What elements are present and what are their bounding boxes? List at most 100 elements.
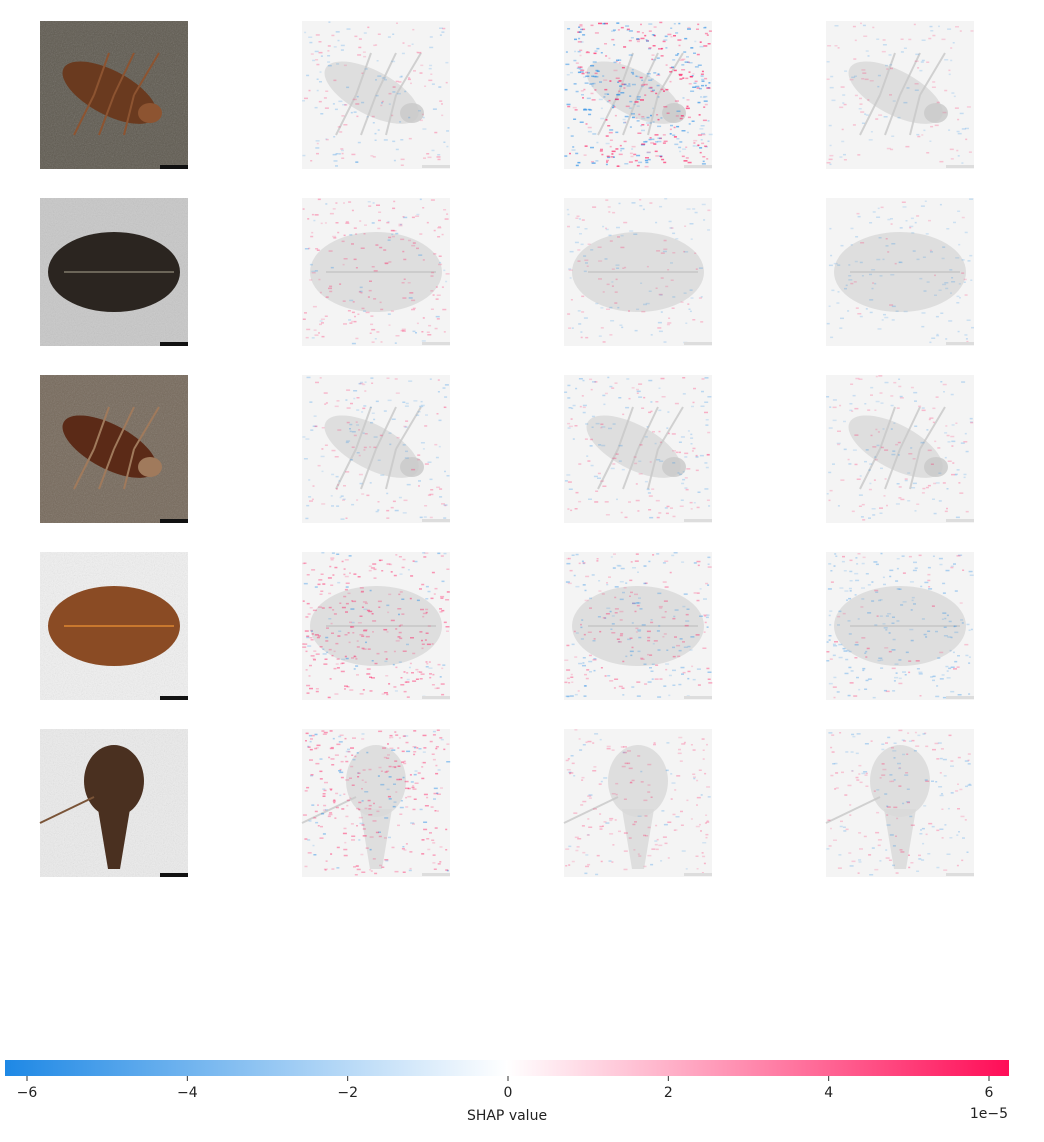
- shap-pixel: [685, 488, 689, 491]
- shap-pixel: [854, 407, 859, 410]
- shap-pixel: [957, 210, 961, 212]
- shap-pixel: [914, 400, 917, 402]
- colorbar-tick-label: 6: [985, 1085, 994, 1101]
- shap-pixel: [346, 440, 351, 442]
- shap-pixel: [351, 342, 356, 345]
- shap-pixel: [913, 603, 916, 605]
- shap-pixel: [602, 225, 605, 228]
- shap-pixel: [663, 239, 667, 242]
- shap-pixel: [929, 417, 934, 419]
- shap-pixel: [604, 617, 607, 619]
- shap-pixel: [571, 681, 574, 683]
- shap-pixel: [320, 455, 325, 458]
- shap-pixel: [346, 421, 350, 424]
- shap-pixel: [881, 748, 885, 751]
- shap-pixel: [337, 231, 340, 234]
- shap-pixel: [606, 155, 610, 158]
- insect-leg: [919, 52, 946, 96]
- shap-pixel: [620, 92, 625, 94]
- shap-pixel: [939, 563, 943, 566]
- shap-pixel: [898, 497, 902, 499]
- shap-pixel: [969, 417, 973, 420]
- shap-pixel: [946, 228, 950, 230]
- shap-pixel: [599, 813, 602, 815]
- shap-pixel: [707, 431, 711, 434]
- shap-pixel: [337, 429, 342, 431]
- shap-pixel: [373, 568, 377, 571]
- shap-pixel: [685, 107, 690, 110]
- shap-pixel: [909, 226, 912, 229]
- shap-pixel: [646, 73, 651, 75]
- shap-pixel: [613, 553, 616, 555]
- shap-pixel: [402, 512, 407, 514]
- shap-pixel: [681, 482, 685, 485]
- insect-body: [84, 745, 144, 817]
- shap-pixel: [370, 315, 374, 317]
- shap-pixel: [706, 34, 709, 36]
- shap-pixel: [307, 746, 311, 748]
- shap-pixel: [932, 555, 935, 557]
- shap-pixel: [656, 838, 659, 841]
- shap-pixel: [620, 567, 625, 570]
- shap-pixel: [667, 269, 670, 271]
- shap-pixel: [939, 828, 944, 830]
- shap-pixel: [688, 308, 691, 310]
- shap-pixel: [306, 602, 310, 605]
- shap-pixel: [577, 249, 581, 251]
- shap-pixel: [649, 86, 653, 89]
- shap-pixel: [407, 282, 411, 284]
- shap-pixel: [701, 872, 704, 874]
- shap-pixel: [357, 313, 360, 315]
- shap-pixel: [903, 740, 907, 742]
- shap-pixel: [657, 125, 662, 128]
- shap-pixel: [915, 745, 920, 747]
- shap-pixel: [636, 38, 640, 40]
- shap-map: [564, 21, 713, 169]
- shap-pixel: [419, 516, 423, 519]
- shap-pixel: [687, 26, 691, 29]
- shap-pixel: [891, 319, 895, 321]
- shap-pixel: [306, 635, 310, 637]
- shap-pixel: [660, 117, 663, 119]
- shap-pixel: [857, 553, 861, 555]
- shap-pixel: [368, 814, 373, 816]
- shap-pixel: [314, 50, 319, 53]
- insect-leg: [622, 448, 639, 490]
- shap-pixel: [700, 794, 703, 796]
- shap-pixel: [921, 59, 925, 62]
- shap-pixel: [857, 618, 860, 620]
- shap-pixel: [576, 226, 580, 228]
- shap-pixel: [623, 746, 627, 748]
- shap-pixel: [328, 756, 331, 759]
- shap-pixel: [959, 112, 964, 115]
- shap-pixel: [306, 684, 311, 687]
- shap-pixel: [436, 294, 441, 296]
- shap-pixel: [401, 566, 405, 569]
- shap-pixel: [682, 605, 686, 608]
- shap-pixel: [679, 141, 683, 143]
- shap-pixel: [359, 634, 364, 636]
- shap-pixel: [339, 283, 342, 285]
- shap-pixel: [623, 87, 626, 89]
- shap-pixel: [585, 423, 589, 425]
- shap-pixel: [940, 381, 943, 383]
- shap-pixel: [702, 855, 706, 858]
- shap-pixel: [367, 799, 371, 802]
- shap-pixel: [618, 59, 622, 61]
- shap-pixel: [707, 229, 711, 231]
- shap-pixel: [652, 45, 656, 47]
- shap-pixel: [842, 647, 846, 650]
- insect-leg: [133, 52, 160, 96]
- shap-pixel: [893, 757, 896, 759]
- shap-pixel: [312, 425, 317, 427]
- shap-pixel: [304, 630, 309, 632]
- shap-pixel: [429, 673, 432, 675]
- insect-rostrum: [884, 809, 916, 869]
- insect-leg: [617, 52, 634, 96]
- shap-pixel: [305, 740, 307, 742]
- shap-pixel: [587, 834, 590, 836]
- shap-pixel: [931, 337, 936, 339]
- shap-pixel: [437, 379, 440, 381]
- shap-pixel: [666, 649, 669, 651]
- shap-pixel: [705, 419, 709, 421]
